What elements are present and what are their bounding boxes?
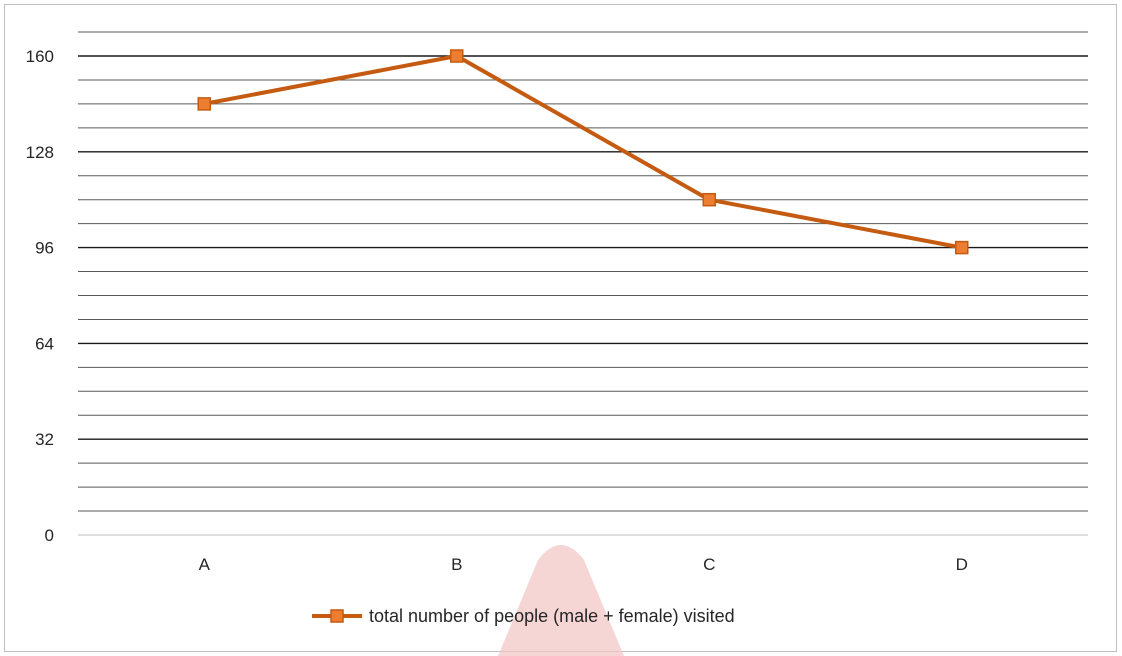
- legend: total number of people (male + female) v…: [312, 606, 735, 626]
- y-tick-label: 32: [35, 430, 54, 449]
- y-tick-label: 96: [35, 239, 54, 258]
- y-tick-label: 128: [26, 143, 54, 162]
- data-point-marker: [197, 97, 211, 111]
- y-tick-label: 0: [45, 526, 54, 545]
- x-axis-ticks: A B C D: [199, 555, 968, 574]
- x-tick-label: D: [956, 555, 968, 574]
- legend-label: total number of people (male + female) v…: [369, 606, 735, 626]
- x-tick-label: C: [703, 555, 715, 574]
- data-point-marker: [955, 240, 969, 255]
- watermark-shape: [498, 545, 624, 656]
- x-tick-label: A: [199, 555, 211, 574]
- data-point-marker: [702, 192, 716, 207]
- y-tick-label: 160: [26, 47, 54, 66]
- legend-marker-swatch: [330, 609, 344, 623]
- series-line: [202, 54, 964, 250]
- y-tick-label: 64: [35, 334, 54, 353]
- series-line-group: [197, 49, 969, 255]
- data-point-marker: [450, 49, 464, 63]
- grid-lines: [78, 31, 1088, 536]
- chart-frame: [4, 4, 1117, 652]
- x-tick-label: B: [451, 555, 462, 574]
- y-axis-ticks: 0 32 64 96 128 160: [26, 47, 54, 545]
